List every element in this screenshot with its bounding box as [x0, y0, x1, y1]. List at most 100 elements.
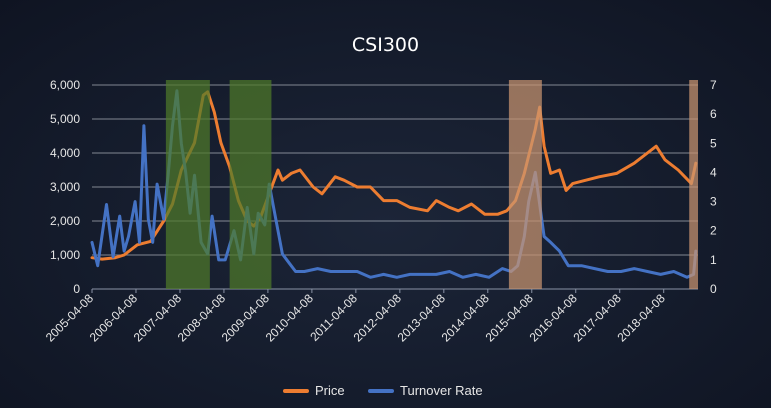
data-point-turnover-rate	[329, 270, 332, 273]
data-point-turnover-rate	[138, 241, 141, 244]
data-point-turnover-rate	[435, 273, 438, 276]
data-point-price	[448, 206, 451, 209]
data-point-turnover-rate	[316, 267, 319, 270]
data-point-turnover-rate	[96, 264, 99, 267]
data-point-turnover-rate	[448, 270, 451, 273]
data-point-price	[162, 220, 165, 222]
data-point-price	[549, 172, 552, 175]
y-left-tick-label: 6,000	[50, 78, 80, 92]
data-point-price	[435, 199, 438, 202]
data-point-price	[356, 186, 358, 188]
data-point-turnover-rate	[91, 241, 93, 244]
data-point-price	[655, 145, 658, 147]
y-right-tick-label: 3	[710, 195, 717, 209]
data-point-turnover-rate	[217, 259, 220, 261]
legend-item-turnover[interactable]: Turnover Rate	[368, 383, 483, 398]
data-point-price	[343, 179, 345, 181]
y-right-tick-label: 5	[710, 136, 717, 150]
data-point-turnover-rate	[288, 261, 290, 264]
x-tick-label: 2018-04-08	[615, 291, 669, 345]
data-point-price	[299, 169, 301, 171]
legend-item-price[interactable]: Price	[283, 383, 345, 398]
data-point-price	[409, 206, 411, 209]
legend-swatch-price	[283, 388, 309, 393]
legend-label-price: Price	[315, 383, 345, 398]
data-point-price	[497, 213, 499, 215]
highlight-band-1	[165, 80, 210, 289]
data-point-turnover-rate	[580, 264, 583, 267]
data-point-turnover-rate	[488, 276, 490, 279]
data-point-price	[646, 152, 649, 154]
x-tick-label: 2010-04-08	[263, 291, 317, 345]
y-right-tick-label: 6	[710, 107, 717, 121]
data-point-turnover-rate	[118, 215, 121, 217]
data-point-turnover-rate	[620, 270, 622, 273]
data-point-price	[585, 179, 587, 181]
data-point-price	[213, 111, 216, 113]
data-point-price	[565, 189, 567, 192]
data-point-price	[664, 159, 666, 161]
data-point-turnover-rate	[294, 270, 297, 273]
data-point-turnover-rate	[633, 267, 636, 270]
data-point-price	[290, 172, 293, 175]
data-point-turnover-rate	[123, 250, 125, 252]
data-point-price	[114, 256, 117, 259]
y-right-tick-label: 7	[710, 78, 717, 92]
data-point-price	[571, 182, 574, 185]
data-point-price	[277, 169, 279, 171]
data-point-turnover-rate	[211, 215, 213, 217]
data-point-turnover-rate	[127, 235, 130, 238]
data-point-turnover-rate	[659, 273, 662, 276]
legend-label-turnover: Turnover Rate	[400, 383, 483, 398]
data-point-price	[101, 258, 103, 260]
data-point-turnover-rate	[369, 276, 372, 279]
data-point-turnover-rate	[549, 241, 552, 244]
data-point-turnover-rate	[151, 241, 154, 244]
series-line-turnover-rate	[90, 89, 698, 279]
data-point-turnover-rate	[156, 183, 158, 185]
data-point-price	[395, 199, 398, 202]
data-point-turnover-rate	[395, 276, 398, 279]
y-left-tick-label: 1,000	[50, 248, 80, 262]
data-point-turnover-rate	[461, 276, 464, 279]
data-point-turnover-rate	[134, 200, 136, 203]
data-point-turnover-rate	[558, 250, 561, 252]
data-point-turnover-rate	[422, 273, 424, 276]
data-point-turnover-rate	[281, 253, 284, 255]
data-point-turnover-rate	[382, 273, 385, 276]
data-point-price	[220, 142, 222, 144]
data-point-turnover-rate	[343, 270, 345, 273]
data-point-price	[369, 186, 372, 188]
data-point-price	[558, 169, 561, 171]
data-point-turnover-rate	[501, 267, 504, 270]
data-point-price	[426, 210, 429, 212]
data-point-turnover-rate	[147, 218, 150, 220]
chart-title: CSI300	[351, 34, 420, 56]
y-right-tick-label: 1	[710, 253, 717, 267]
data-point-price	[677, 169, 680, 171]
data-point-turnover-rate	[356, 270, 358, 273]
data-point-price	[149, 240, 152, 243]
data-point-price	[123, 254, 125, 256]
data-point-price	[598, 176, 600, 178]
y-left-tick-label: 3,000	[50, 180, 80, 194]
data-point-price	[91, 256, 93, 259]
data-point-turnover-rate	[593, 267, 596, 270]
data-point-price	[281, 179, 284, 181]
y-right-tick-label: 0	[710, 282, 717, 296]
highlight-band-4	[689, 80, 698, 289]
y-left-tick-label: 5,000	[50, 112, 80, 126]
data-point-turnover-rate	[143, 125, 145, 127]
data-point-turnover-rate	[303, 270, 306, 273]
data-point-turnover-rate	[543, 235, 545, 238]
data-point-price	[543, 145, 545, 147]
data-point-price	[457, 210, 460, 212]
data-point-price	[615, 172, 618, 175]
data-point-price	[334, 176, 336, 178]
legend-swatch-turnover	[368, 388, 394, 393]
data-point-turnover-rate	[224, 259, 227, 261]
data-point-turnover-rate	[673, 270, 675, 273]
y-left-tick-label: 4,000	[50, 146, 80, 160]
y-right-tick-label: 4	[710, 165, 717, 179]
